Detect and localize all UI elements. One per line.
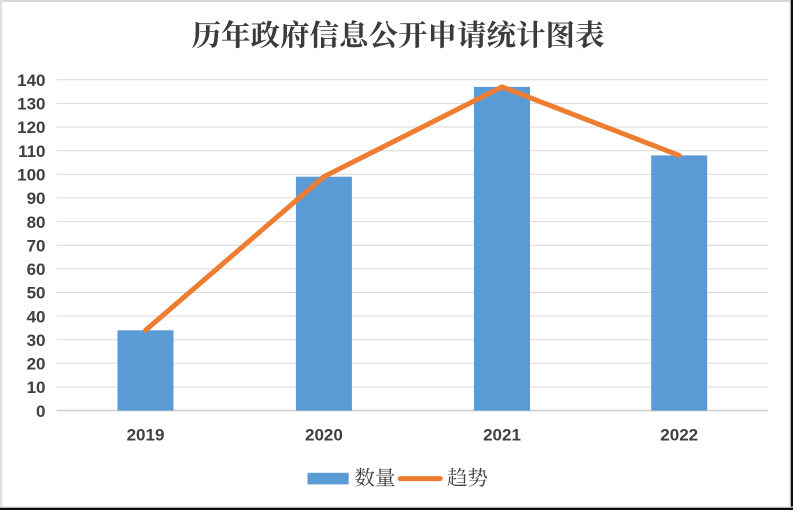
svg-text:10: 10 — [27, 378, 46, 397]
svg-text:130: 130 — [17, 95, 45, 114]
svg-text:60: 60 — [27, 260, 46, 279]
svg-text:140: 140 — [17, 71, 45, 90]
svg-text:2019: 2019 — [127, 426, 165, 445]
svg-text:30: 30 — [27, 331, 46, 350]
svg-text:80: 80 — [27, 213, 46, 232]
svg-text:120: 120 — [17, 118, 45, 137]
svg-text:20: 20 — [27, 355, 46, 374]
svg-text:40: 40 — [27, 307, 46, 326]
svg-text:2021: 2021 — [483, 426, 521, 445]
svg-text:2022: 2022 — [660, 426, 698, 445]
svg-text:50: 50 — [27, 284, 46, 303]
svg-text:110: 110 — [18, 142, 45, 161]
svg-text:0: 0 — [36, 402, 45, 421]
svg-text:2020: 2020 — [305, 426, 343, 445]
svg-text:90: 90 — [27, 189, 46, 208]
svg-text:70: 70 — [27, 236, 46, 255]
svg-text:100: 100 — [17, 166, 45, 185]
